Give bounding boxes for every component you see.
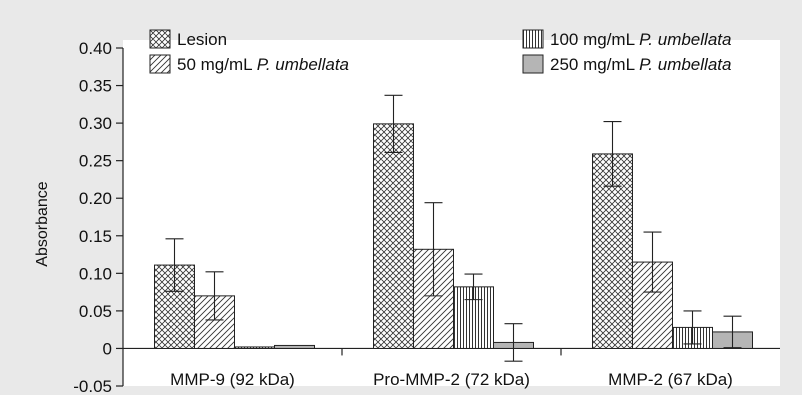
error-bar [165, 238, 184, 292]
bar-crosshatch [373, 123, 414, 349]
legend-label-main: 100 mg/mL [550, 30, 639, 49]
y-axis-title: Absorbance [34, 181, 51, 266]
y-tick-label: 0.40 [79, 39, 112, 58]
bar-solid [274, 344, 315, 349]
error-bar [683, 310, 702, 345]
legend-swatch [522, 54, 544, 74]
x-category-label: Pro-MMP-2 (72 kDa) [373, 370, 530, 389]
y-tick-label: 0.05 [79, 302, 112, 321]
legend-swatch [149, 29, 171, 49]
bar-crosshatch [154, 264, 195, 349]
y-tick-label: 0 [103, 339, 112, 358]
legend-swatch [149, 54, 171, 74]
y-tick-label: 0.15 [79, 227, 112, 246]
error-bar [603, 121, 622, 187]
error-bar [723, 315, 742, 349]
error-bar [384, 94, 403, 153]
y-tick-label: 0.35 [79, 77, 112, 96]
legend-label-species: P. umbellata [639, 30, 731, 49]
legend-label-main: 250 mg/mL [550, 55, 639, 74]
legend-label-species: P. umbellata [639, 55, 731, 74]
legend-label: Lesion [177, 30, 227, 49]
bar-vertical [234, 346, 275, 349]
x-category-label: MMP-9 (92 kDa) [170, 370, 295, 389]
error-bar [205, 271, 224, 321]
legend-label-main: 50 mg/mL [177, 55, 257, 74]
y-tick-label: 0.25 [79, 152, 112, 171]
y-tick-label: 0.30 [79, 114, 112, 133]
legend-label: 100 mg/mL P. umbellata [550, 30, 731, 49]
legend-item: Lesion [149, 29, 227, 49]
legend-label: 250 mg/mL P. umbellata [550, 55, 731, 74]
legend-item: 50 mg/mL P. umbellata [149, 54, 349, 74]
legend-label-main: Lesion [177, 30, 227, 49]
bars-layer [154, 94, 753, 362]
y-tick-label: 0.10 [79, 264, 112, 283]
legend-item: 250 mg/mL P. umbellata [522, 54, 731, 74]
x-category-label: MMP-2 (67 kDa) [608, 370, 733, 389]
error-bar [643, 231, 662, 293]
error-bar [464, 273, 483, 301]
legend-swatch [522, 29, 544, 49]
error-bar [504, 323, 523, 362]
legend-item: 100 mg/mL P. umbellata [522, 29, 731, 49]
y-tick-label: -0.05 [73, 377, 112, 395]
legend-label: 50 mg/mL P. umbellata [177, 55, 349, 74]
error-bar [424, 202, 443, 297]
legend-label-species: P. umbellata [257, 55, 349, 74]
y-tick-label: 0.20 [79, 189, 112, 208]
